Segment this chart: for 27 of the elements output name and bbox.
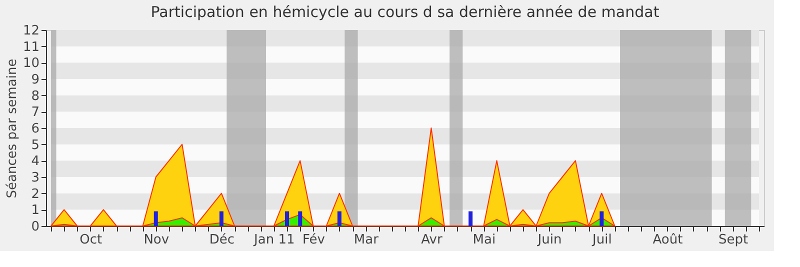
x-tick-label: Juil	[592, 232, 612, 248]
y-tick-label: 0	[31, 220, 40, 234]
y-tick-label: 2	[31, 186, 40, 202]
y-tick-label: 1	[31, 203, 40, 218]
y-tick-label: 7	[31, 105, 40, 120]
y-tick-label: 12	[22, 24, 40, 38]
chart-title: Participation en hémicycle au cours d sa dernière année de mandat	[150, 3, 660, 21]
y-tick-label: 8	[31, 88, 40, 104]
y-tick-label: 9	[31, 72, 40, 88]
x-tick-label: Mai	[472, 232, 496, 248]
x-tick-label: Déc	[209, 232, 235, 248]
x-tick-label: Oct	[80, 232, 102, 248]
y-tick-label: 3	[31, 170, 40, 186]
x-tick-label: Nov	[144, 232, 170, 248]
x-tick-label: Fév	[302, 232, 326, 248]
x-tick-label: Avr	[421, 232, 443, 248]
x-tick-label: Mar	[354, 232, 380, 248]
x-tick-label: Août	[652, 232, 683, 248]
y-tick-label: 5	[31, 138, 40, 153]
y-tick-label: 10	[22, 56, 40, 72]
x-tick-label: Jan 11	[253, 232, 295, 248]
x-tick-label: Sept	[718, 232, 748, 248]
y-axis-title: Séances par semaine	[4, 58, 20, 198]
y-tick-label: 4	[31, 154, 40, 170]
y-tick-label: 6	[31, 122, 40, 136]
x-tick-label: Juin	[536, 232, 562, 248]
y-tick-label: 11	[22, 40, 40, 55]
